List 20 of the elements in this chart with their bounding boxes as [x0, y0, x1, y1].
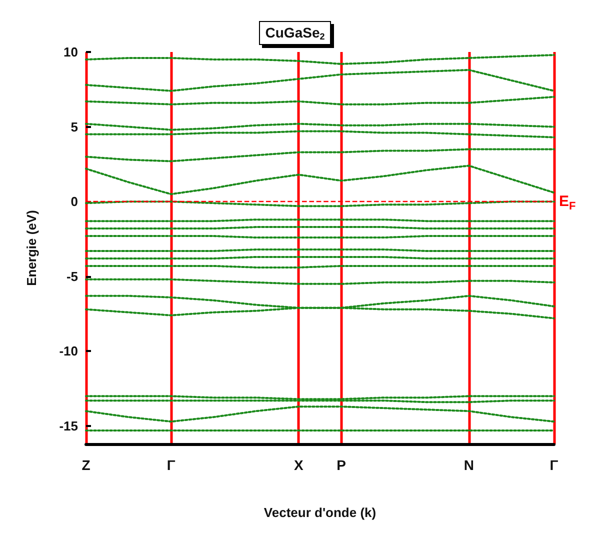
y-tick-label: 10 — [64, 44, 78, 60]
line-series — [85, 68, 555, 92]
line-series — [85, 406, 555, 423]
y-tick-label: -15 — [59, 418, 78, 434]
x-tick-label: N — [464, 457, 474, 473]
y-tick-label: 5 — [70, 119, 78, 134]
line-series — [85, 148, 555, 162]
y-tick-label: -10 — [59, 344, 78, 359]
x-tick-label: X — [294, 457, 304, 473]
y-tick-label: 0 — [70, 194, 78, 210]
x-tick-label: Z — [82, 457, 91, 473]
line-series — [85, 96, 555, 106]
x-tick-label: Γ — [550, 457, 559, 473]
line-series — [85, 164, 555, 196]
x-axis-title: Vecteur d'onde (k) — [264, 505, 376, 520]
x-tick-label: Γ — [166, 457, 176, 473]
y-axis-title: Energie (eV) — [24, 210, 39, 286]
line-series — [85, 54, 555, 65]
x-tick-label: P — [336, 457, 346, 473]
y-tick-label: -5 — [66, 268, 78, 284]
